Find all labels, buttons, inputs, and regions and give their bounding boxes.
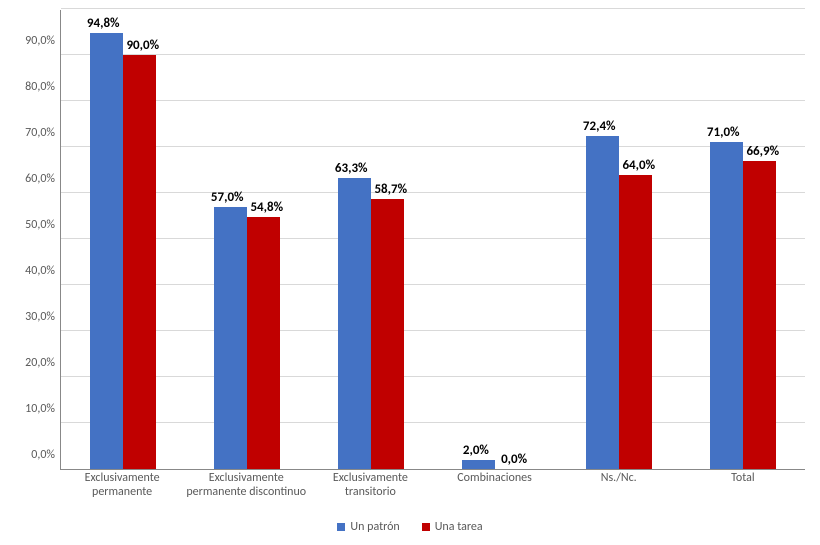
bar: 58,7% [371, 199, 404, 469]
y-tick-label: 30,0% [25, 310, 61, 324]
bar: 72,4% [586, 136, 619, 469]
bar: 54,8% [247, 217, 280, 469]
bar-value-label: 90,0% [126, 38, 159, 55]
gridline [61, 8, 805, 9]
bar-group: 94,8%90,0% [90, 33, 156, 469]
y-tick-label: 80,0% [25, 80, 61, 94]
x-tick-label: Exclusivamente permanente [62, 472, 182, 500]
x-tick-label: Combinaciones [435, 472, 555, 500]
bar: 90,0% [123, 55, 156, 469]
y-tick-label: 20,0% [25, 356, 61, 370]
y-tick-label: 40,0% [25, 264, 61, 278]
bar-group: 63,3%58,7% [338, 178, 404, 469]
bar: 2,0% [462, 460, 495, 469]
bar: 63,3% [338, 178, 371, 469]
x-tick-label: Ns./Nc. [559, 472, 679, 500]
bar-group: 72,4%64,0% [586, 136, 652, 469]
bar-value-label: 71,0% [707, 125, 740, 142]
legend-item: Una tarea [422, 520, 483, 534]
bar: 94,8% [90, 33, 123, 469]
bar: 57,0% [214, 207, 247, 469]
y-tick-label: 70,0% [25, 126, 61, 140]
bar-value-label: 0,0% [501, 452, 527, 469]
legend-swatch [422, 523, 430, 531]
x-tick-label: Total [683, 472, 803, 500]
bar: 71,0% [710, 142, 743, 469]
plot-area: 0,0%10,0%20,0%30,0%40,0%50,0%60,0%70,0%8… [60, 10, 805, 470]
bar-value-label: 64,0% [622, 158, 655, 175]
bar-value-label: 58,7% [374, 182, 407, 199]
y-tick-label: 50,0% [25, 218, 61, 232]
bar-group: 71,0%66,9% [710, 142, 776, 469]
chart-container: 0,0% 10,0% 20,0% 30,0% 40,0% 50,0% 60,0% 70,0% 8… [0, 0, 820, 545]
bar-value-label: 94,8% [87, 16, 120, 33]
x-tick-label: Exclusivamente permanente discontinuo [186, 472, 306, 500]
y-tick-label: 100,0% [19, 0, 61, 2]
y-tick-label: 0,0% [31, 448, 61, 462]
bars-row: 94,8%90,0%57,0%54,8%63,3%58,7%2,0%0,0%72… [61, 10, 805, 469]
legend-label: Una tarea [435, 520, 483, 534]
legend: Un patrón Una tarea [0, 520, 820, 534]
bar-value-label: 2,0% [463, 443, 489, 460]
bar: 64,0% [619, 175, 652, 469]
bar-value-label: 66,9% [746, 144, 779, 161]
bar-value-label: 57,0% [211, 190, 244, 207]
legend-item: Un patrón [337, 520, 399, 534]
y-tick-label: 10,0% [25, 402, 61, 416]
bar: 66,9% [743, 161, 776, 469]
bar-value-label: 54,8% [250, 200, 283, 217]
bar-group: 57,0%54,8% [214, 207, 280, 469]
legend-label: Un patrón [350, 520, 399, 534]
x-tick-label: Exclusivamente transitorio [310, 472, 430, 500]
x-axis-labels: Exclusivamente permanenteExclusivamente … [60, 472, 805, 500]
y-tick-label: 60,0% [25, 172, 61, 186]
bar-value-label: 63,3% [335, 161, 368, 178]
bar-value-label: 72,4% [583, 119, 616, 136]
legend-swatch [337, 523, 345, 531]
bar-group: 2,0%0,0% [462, 460, 528, 469]
y-tick-label: 90,0% [25, 34, 61, 48]
